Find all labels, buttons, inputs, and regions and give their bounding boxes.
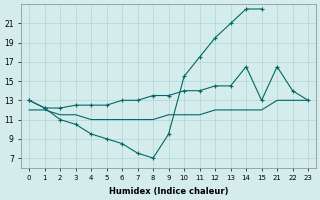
X-axis label: Humidex (Indice chaleur): Humidex (Indice chaleur) xyxy=(109,187,228,196)
